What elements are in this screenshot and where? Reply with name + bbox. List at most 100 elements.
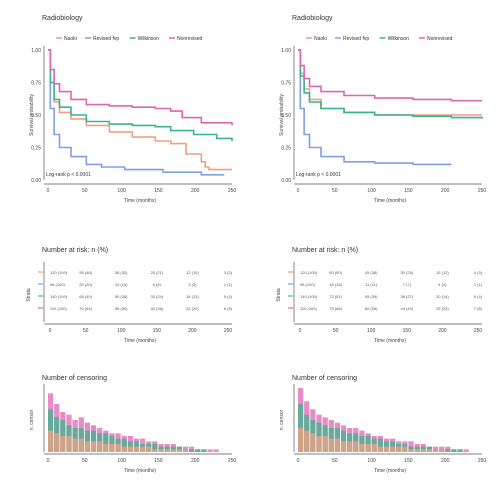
censor-bar-wilkinson	[164, 446, 170, 452]
censor-bar-naoki	[396, 446, 402, 452]
risk-cell: 98 (100)	[50, 282, 66, 287]
censor-bar-nonrevised	[189, 446, 195, 452]
censor-bar-wilkinson	[420, 446, 426, 452]
risk-cell: 72 (51)	[329, 294, 342, 299]
y-axis-label: Survival probability	[29, 94, 35, 136]
censor-bar-naoki	[140, 446, 146, 452]
legend: Naoki Revised fvp Wilkinson Nonrevised	[56, 36, 203, 42]
censor-bar-wilkinson	[340, 430, 347, 452]
x-tick-label-4: 200	[191, 458, 200, 464]
censor-bar-wilkinson	[201, 449, 207, 452]
y-tick-label-0: 0.00	[31, 178, 41, 184]
censor-bar-naoki	[322, 436, 328, 452]
censor-bar-naoki	[432, 449, 439, 452]
y-tick-label-3: 0.75	[281, 81, 291, 87]
y-tick-label-3: 0.75	[31, 81, 41, 87]
y-tick-label-0: 0.00	[281, 178, 291, 184]
censor-bar-naoki	[170, 449, 176, 452]
pvalue-annotation: Log-rank p < 0.0001	[296, 172, 341, 178]
risk-cell: 20 (20)	[79, 282, 92, 287]
risk-cell: 12 (10)	[186, 270, 199, 275]
km-panel-2: Radiobiology Naoki Revised fvp Wilkinson Non…	[279, 15, 486, 204]
survival-curve-revised-fvp	[48, 49, 225, 176]
censor-bar-naoki	[66, 436, 72, 452]
x-tick-label-1: 50	[82, 188, 88, 194]
x-axis-label: Time (months)	[374, 198, 406, 204]
risk-cell: 55 (50)	[115, 306, 128, 311]
risk-cell: 22 (20)	[186, 306, 199, 311]
table-title: Number at risk: n (%)	[292, 247, 358, 254]
censor-bar-naoki	[439, 449, 445, 452]
censor-bar-nonrevised	[213, 449, 219, 452]
legend-label-3: Nonrevised	[427, 36, 453, 42]
risk-cell: 55 (39)	[365, 294, 378, 299]
pvalue-annotation: Log-rank p < 0.0001	[46, 172, 91, 178]
censor-bar-naoki	[359, 444, 365, 452]
x-tick-label-0: 0	[297, 188, 300, 194]
y-tick-label-2: 0.50	[281, 113, 291, 119]
y-axis-label: n. censor	[29, 409, 35, 430]
censor-bar-naoki	[340, 441, 347, 452]
censor-bar-wilkinson	[408, 446, 414, 452]
x-tick-label-2: 100	[367, 458, 376, 464]
x-axis-label: Time (months)	[124, 198, 156, 204]
censor-bar-wilkinson	[426, 446, 433, 452]
censor-bar-wilkinson	[445, 449, 451, 452]
censor-bar-wilkinson	[189, 449, 195, 452]
censor-bar-naoki	[97, 441, 103, 452]
censor-bar-naoki	[316, 436, 322, 452]
y-tick-label-1: 0.25	[31, 146, 41, 152]
censor-bar-nonrevised	[463, 449, 469, 452]
censor-bar-naoki	[48, 430, 54, 452]
risk-cell: 18 (13)	[186, 294, 199, 299]
survival-curve-naoki	[298, 49, 482, 116]
censor-bar-naoki	[408, 449, 414, 452]
x-axis-label: Time (months)	[374, 338, 406, 344]
censoring-panel-1: Number of censoring n. censor 0 50 100 150 200…	[29, 375, 236, 474]
risk-cell: 120 (100)	[50, 270, 68, 275]
censor-bar-naoki	[402, 446, 408, 452]
x-tick-label-0: 0	[297, 458, 300, 464]
censor-bar-wilkinson	[103, 433, 109, 452]
y-axis-label: Strata	[26, 288, 32, 302]
risk-cell: 3 (3)	[188, 282, 197, 287]
censor-bar-naoki	[353, 441, 359, 452]
censor-bar-naoki	[152, 449, 158, 452]
risk-cell: 30 (25)	[400, 270, 413, 275]
x-tick-label-5: 250	[478, 458, 487, 464]
x-tick-label-2: 100	[117, 188, 126, 194]
risk-cell: 140 (100)	[300, 294, 318, 299]
x-tick-label-3: 150	[154, 188, 163, 194]
risk-cell: 45 (38)	[365, 270, 378, 275]
censor-bar-nonrevised	[207, 449, 213, 452]
risk-cell: 60 (55)	[365, 306, 378, 311]
y-axis-label: n. censor	[279, 409, 285, 430]
risk-cell: 3 (2)	[224, 270, 233, 275]
survival-curve-naoki	[48, 49, 232, 171]
censor-bar-naoki	[377, 446, 383, 452]
x-tick-label-4: 200	[191, 188, 200, 194]
censor-bar-naoki	[420, 449, 426, 452]
x-tick-label-4: 200	[441, 458, 450, 464]
censoring-panel-2: Number of censoring n. censor 0 50 100 150 200…	[279, 375, 486, 474]
censor-bar-wilkinson	[451, 449, 457, 452]
censor-bar-naoki	[383, 446, 390, 452]
chart-title: Radiobiology	[292, 15, 333, 22]
risk-cell: 110 (100)	[50, 306, 67, 311]
y-tick-label-4: 1.00	[281, 48, 291, 54]
censor-bar-wilkinson	[414, 446, 420, 452]
x-tick-label-2: 100	[117, 458, 126, 464]
survival-curve-wilkinson	[48, 49, 233, 141]
censor-bar-naoki	[298, 428, 304, 452]
x-tick-label-0: 0	[47, 188, 50, 194]
y-tick-label-2: 0.50	[31, 113, 41, 119]
risk-cell: 1 (1)	[224, 282, 233, 287]
censor-bar-naoki	[164, 449, 170, 452]
risk-cell: 18 (18)	[329, 282, 342, 287]
legend-label-0: Naoki	[314, 36, 327, 42]
x-axis-label: Time (months)	[124, 338, 156, 344]
x-tick-label-0: 0	[299, 328, 302, 334]
risk-cell: 40 (36)	[150, 306, 163, 311]
y-tick-label-4: 1.00	[31, 48, 41, 54]
censor-bar-naoki	[414, 449, 420, 452]
